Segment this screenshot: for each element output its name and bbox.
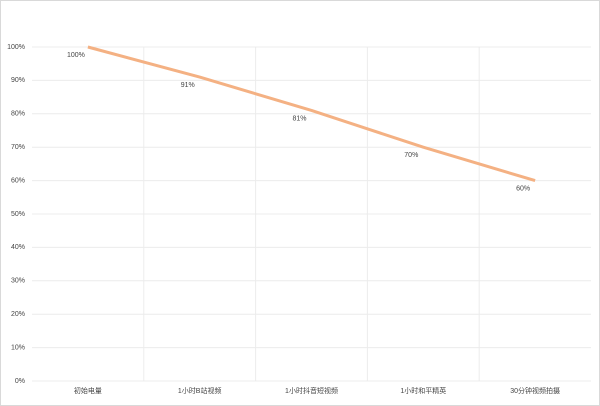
y-tick-label: 100% — [7, 44, 25, 51]
data-label: 91% — [181, 82, 195, 89]
y-tick-label: 90% — [11, 77, 25, 84]
y-tick-label: 70% — [11, 144, 25, 151]
y-tick-label: 20% — [11, 311, 25, 318]
x-tick-label: 初始电量 — [74, 386, 102, 395]
x-tick-label: 30分钟视频拍摄 — [510, 386, 560, 395]
y-tick-label: 0% — [15, 378, 25, 385]
data-label: 100% — [67, 52, 85, 59]
x-tick-label: 1小时抖音短视频 — [285, 386, 338, 395]
x-tick-label: 1小时和平精英 — [400, 386, 446, 395]
data-label: 70% — [404, 152, 418, 159]
y-tick-label: 30% — [11, 278, 25, 285]
data-line — [87, 45, 536, 183]
data-label: 60% — [516, 185, 530, 192]
y-tick-label: 80% — [11, 111, 25, 118]
data-label: 81% — [292, 115, 306, 122]
y-tick-label: 10% — [11, 344, 25, 351]
y-tick-label: 40% — [11, 244, 25, 251]
x-tick-label: 1小时B站视频 — [178, 386, 222, 395]
y-tick-label: 60% — [11, 177, 25, 184]
y-tick-label: 50% — [11, 211, 25, 218]
